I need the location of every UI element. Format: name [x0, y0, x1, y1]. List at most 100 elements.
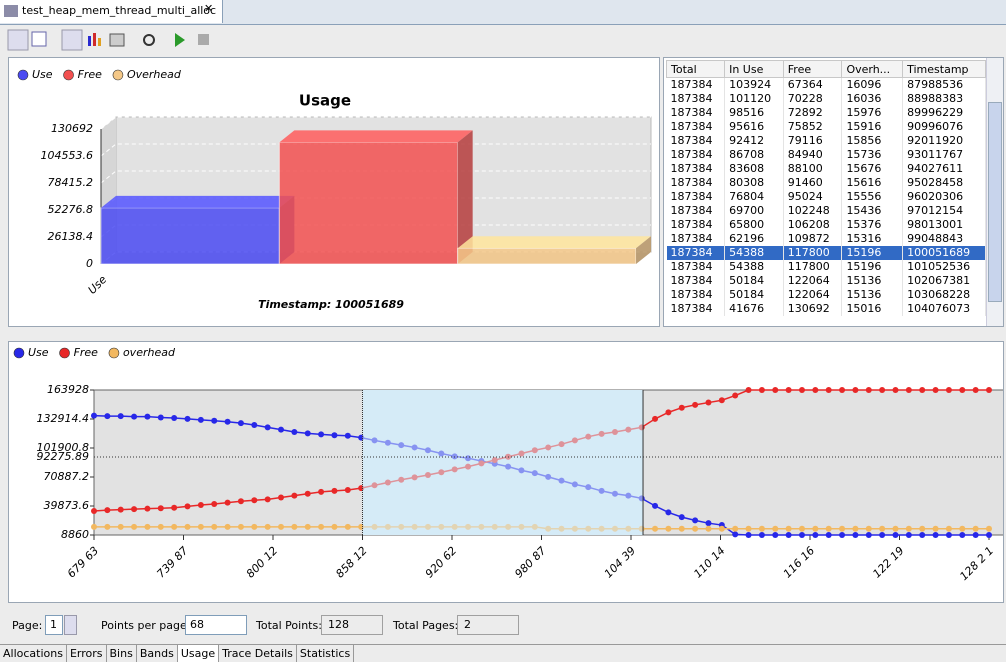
y-tick-label: 104553.6: [41, 149, 94, 162]
table-row[interactable]: 1873844167613069215016104076073: [667, 302, 986, 316]
table-row[interactable]: 187384103924673641609687988536: [667, 78, 986, 93]
point: [679, 526, 685, 532]
total-points-label: Total Points:: [256, 619, 322, 632]
y-tick-label: 0: [86, 257, 93, 270]
tool-button[interactable]: [144, 35, 154, 45]
table-cell: 54388: [725, 246, 784, 260]
point: [104, 507, 110, 513]
table-cell: 103924: [725, 78, 784, 93]
total-points: 128: [321, 615, 383, 635]
bottom-tab[interactable]: Allocations: [0, 645, 67, 662]
y-tick-label: 52276.8: [48, 203, 94, 216]
table-row[interactable]: 1873845018412206415136102067381: [667, 274, 986, 288]
table-row[interactable]: 18738486708849401573693011767: [667, 148, 986, 162]
points-input[interactable]: 68: [185, 615, 247, 635]
bottom-tab[interactable]: Bands: [137, 645, 178, 662]
bar: [458, 248, 636, 264]
table-row[interactable]: 187384621961098721531699048843: [667, 232, 986, 246]
point: [772, 387, 778, 393]
y-tick-label: 39873.6: [44, 499, 90, 512]
table-cell: 187384: [667, 246, 725, 260]
table-row[interactable]: 18738492412791161585692011920: [667, 134, 986, 148]
table-row[interactable]: 1873845438811780015196100051689: [667, 246, 986, 260]
point: [118, 507, 124, 513]
bottom-tab[interactable]: Trace Details: [219, 645, 297, 662]
table-row[interactable]: 1873845438811780015196101052536: [667, 260, 986, 274]
table-row[interactable]: 18738495616758521591690996076: [667, 120, 986, 134]
close-icon[interactable]: ✕: [204, 2, 213, 15]
point: [959, 526, 965, 532]
point: [852, 526, 858, 532]
page-spinner[interactable]: [64, 615, 77, 635]
column-header[interactable]: Total: [667, 61, 725, 78]
table-cell: 92011920: [903, 134, 986, 148]
tool-button[interactable]: [62, 30, 82, 50]
bottom-tab[interactable]: Bins: [107, 645, 137, 662]
point: [933, 387, 939, 393]
tool-button[interactable]: [8, 30, 28, 50]
tab-title: test_heap_mem_thread_multi_alloc: [22, 4, 216, 17]
point: [959, 532, 965, 538]
point: [732, 393, 738, 399]
table-cell: 88100: [783, 162, 842, 176]
footer: Page: 1 Points per page: 68 Total Points…: [0, 612, 1006, 638]
table-row[interactable]: 187384697001022481543697012154: [667, 204, 986, 218]
point: [879, 526, 885, 532]
point: [973, 532, 979, 538]
column-header[interactable]: Free: [783, 61, 842, 78]
point: [892, 387, 898, 393]
column-header[interactable]: Overh...: [842, 61, 903, 78]
table-cell: 15676: [842, 162, 903, 176]
table-cell: 103068228: [903, 288, 986, 302]
table-cell: 93011767: [903, 148, 986, 162]
editor-tab[interactable]: test_heap_mem_thread_multi_alloc ✕: [0, 0, 223, 23]
column-header[interactable]: Timestamp: [903, 61, 986, 78]
table-row[interactable]: 187384658001062081537698013001: [667, 218, 986, 232]
toolbar: [0, 26, 230, 54]
table-row[interactable]: 18738476804950241555696020306: [667, 190, 986, 204]
point: [91, 508, 97, 514]
table-cell: 106208: [783, 218, 842, 232]
tool-button[interactable]: [198, 34, 209, 45]
column-header[interactable]: In Use: [725, 61, 784, 78]
tool-button[interactable]: [32, 32, 46, 46]
point: [866, 526, 872, 532]
y-tick-label: 132914.4: [37, 412, 90, 425]
point: [305, 524, 311, 530]
point: [719, 526, 725, 532]
page-input[interactable]: 1: [45, 615, 63, 635]
point: [973, 526, 979, 532]
table-row[interactable]: 187384101120702281603688988383: [667, 92, 986, 106]
editor-tab-bar: test_heap_mem_thread_multi_alloc ✕: [0, 0, 1006, 25]
table-row[interactable]: 1873845018412206415136103068228: [667, 288, 986, 302]
table-cell: 50184: [725, 288, 784, 302]
tool-button[interactable]: [175, 33, 185, 47]
tool-button[interactable]: [88, 36, 91, 46]
table-row[interactable]: 18738498516728921597689996229: [667, 106, 986, 120]
bottom-tab[interactable]: Usage: [178, 645, 219, 662]
bottom-tab[interactable]: Statistics: [297, 645, 354, 662]
tab-icon: [4, 5, 18, 17]
table-row[interactable]: 18738483608881001567694027611: [667, 162, 986, 176]
header-row: TotalIn UseFreeOverh...Timestamp: [667, 61, 986, 78]
point: [305, 491, 311, 497]
bottom-tabs: AllocationsErrorsBinsBandsUsageTrace Det…: [0, 644, 1006, 662]
table-cell: 187384: [667, 260, 725, 274]
table-cell: 88988383: [903, 92, 986, 106]
point: [786, 387, 792, 393]
scroll-thumb[interactable]: [988, 102, 1002, 302]
scrollbar[interactable]: [986, 58, 1003, 326]
table-cell: 16096: [842, 78, 903, 93]
point: [679, 514, 685, 520]
legend-label: Use: [32, 68, 53, 81]
table-row[interactable]: 18738480308914601561695028458: [667, 176, 986, 190]
tool-button[interactable]: [110, 34, 124, 46]
bottom-tab[interactable]: Errors: [67, 645, 107, 662]
table-cell: 69700: [725, 204, 784, 218]
point: [933, 532, 939, 538]
point: [225, 419, 231, 425]
selection-overlay: [363, 390, 644, 535]
point: [839, 387, 845, 393]
x-tick-label: Use: [86, 273, 110, 297]
x-tick-label: 110 14: [691, 544, 727, 580]
